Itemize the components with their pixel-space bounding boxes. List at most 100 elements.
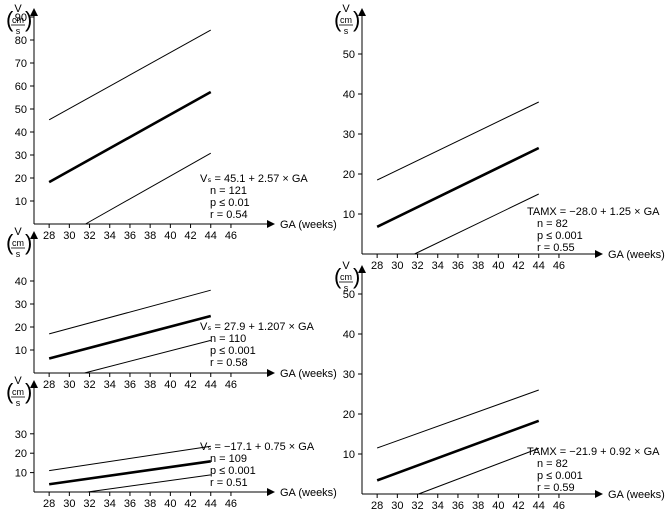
annotation-line: Vₛ = 45.1 + 2.57 × GA <box>200 173 308 185</box>
x-tick-label: 36 <box>452 260 464 272</box>
series-line-lower <box>414 193 539 255</box>
x-tick-label: 36 <box>124 498 136 510</box>
x-tick-label: 38 <box>472 260 484 272</box>
annotation-line: r = 0.59 <box>537 482 575 494</box>
x-tick-label: 28 <box>371 500 383 510</box>
y-tick-label: 50 <box>15 104 27 116</box>
x-tick-label: 32 <box>83 498 95 510</box>
annotation-line: r = 0.51 <box>210 477 248 489</box>
annotation-line: n = 110 <box>210 333 246 345</box>
annotation-line: r = 0.58 <box>210 357 248 369</box>
y-tick-label: 40 <box>343 89 355 101</box>
annotation-line: n = 109 <box>210 453 247 465</box>
unit-numerator: cm <box>12 387 24 397</box>
unit-denominator: s <box>344 26 349 36</box>
series-line-mean <box>48 460 211 486</box>
annotation-line: p ≤ 0.001 <box>210 345 256 357</box>
y-tick-label: 20 <box>15 173 27 185</box>
x-tick-label: 34 <box>104 230 116 242</box>
x-tick-label: 46 <box>225 498 237 510</box>
x-tick-label: 28 <box>43 230 55 242</box>
series-line-mean <box>48 314 212 360</box>
x-axis-label: GA (weeks) <box>280 487 337 499</box>
series-line-upper <box>376 389 539 449</box>
panel-5: 28 30 32 34 36 38 40 42 44 46 10 20 30 40 50 GA (weeks)… <box>334 260 665 510</box>
unit-denominator: s <box>16 249 21 259</box>
y-tick-label: 30 <box>343 129 355 141</box>
y-tick-label: 10 <box>15 468 27 480</box>
y-tick-label: 50 <box>343 49 355 61</box>
y-tick-label: 30 <box>15 429 27 441</box>
y-tick-label: 10 <box>343 209 355 221</box>
x-tick-label: 32 <box>411 500 423 510</box>
y-tick-label: 20 <box>15 448 27 460</box>
x-tick-label: 46 <box>225 379 237 391</box>
x-tick-label: 44 <box>205 230 217 242</box>
right-paren: ) <box>353 7 360 32</box>
right-paren: ) <box>25 379 32 404</box>
y-axis-arrow <box>30 8 38 16</box>
x-tick-label: 30 <box>63 498 75 510</box>
series-line-mean <box>376 419 540 482</box>
series-line-upper <box>49 289 211 335</box>
left-paren: ( <box>6 7 14 32</box>
right-paren: ) <box>25 7 32 32</box>
right-paren: ) <box>25 230 32 255</box>
series-line-upper <box>48 29 211 121</box>
y-tick-label: 70 <box>15 58 27 70</box>
x-tick-label: 32 <box>411 260 423 272</box>
x-tick-label: 38 <box>144 498 156 510</box>
x-tick-label: 42 <box>184 230 196 242</box>
y-tick-label: 20 <box>343 169 355 181</box>
x-axis-arrow <box>595 490 603 498</box>
x-tick-label: 30 <box>391 260 403 272</box>
y-label-symbol: V <box>14 3 22 15</box>
left-paren: ( <box>6 379 14 404</box>
x-tick-label: 28 <box>43 498 55 510</box>
x-tick-label: 40 <box>164 379 176 391</box>
unit-denominator: s <box>16 398 21 408</box>
unit-denominator: s <box>344 283 349 293</box>
annotation-line: TAMX = −21.9 + 0.92 × GA <box>527 446 660 458</box>
x-tick-label: 38 <box>472 500 484 510</box>
annotation-line: r = 0.54 <box>210 209 248 221</box>
left-paren: ( <box>334 264 342 289</box>
x-tick-label: 44 <box>205 498 217 510</box>
x-tick-label: 38 <box>144 379 156 391</box>
x-tick-label: 32 <box>83 230 95 242</box>
panel-1: 28 30 32 34 36 38 40 42 44 46 10 20 30 40 50 60 70 80 90 GA… <box>6 3 337 242</box>
x-tick-label: 34 <box>104 498 116 510</box>
x-tick-label: 30 <box>63 379 75 391</box>
x-axis-label: GA (weeks) <box>280 368 337 380</box>
annotation-line: r = 0.55 <box>537 242 575 254</box>
x-axis-arrow <box>267 369 275 377</box>
x-tick-label: 30 <box>391 500 403 510</box>
panel-2: 28 30 32 34 36 38 40 42 44 46 10 20 30 40 GA (weeks) ()… <box>6 226 337 391</box>
x-axis-label: GA (weeks) <box>608 249 665 261</box>
x-tick-label: 36 <box>452 500 464 510</box>
y-tick-label: 30 <box>15 150 27 162</box>
unit-numerator: cm <box>340 15 352 25</box>
annotation-line: p ≤ 0.001 <box>537 470 583 482</box>
y-label-symbol: V <box>14 226 22 238</box>
series-line-mean <box>376 146 540 228</box>
y-axis-arrow <box>30 231 38 239</box>
y-tick-label: 20 <box>15 322 27 334</box>
x-tick-label: 38 <box>144 230 156 242</box>
x-tick-label: 34 <box>104 379 116 391</box>
left-paren: ( <box>334 7 342 32</box>
panel-4: 28 30 32 34 36 38 40 42 44 46 10 20 30 40 50 GA (weeks)… <box>334 3 665 272</box>
x-tick-label: 30 <box>63 230 75 242</box>
annotation-line: Vₛ = −17.1 + 0.75 × GA <box>200 441 315 453</box>
x-tick-label: 44 <box>533 500 545 510</box>
unit-numerator: cm <box>340 272 352 282</box>
x-tick-label: 36 <box>124 230 136 242</box>
x-tick-label: 42 <box>184 379 196 391</box>
x-axis-arrow <box>595 250 603 258</box>
x-tick-label: 40 <box>164 498 176 510</box>
x-tick-label: 42 <box>184 498 196 510</box>
y-tick-label: 60 <box>15 81 27 93</box>
